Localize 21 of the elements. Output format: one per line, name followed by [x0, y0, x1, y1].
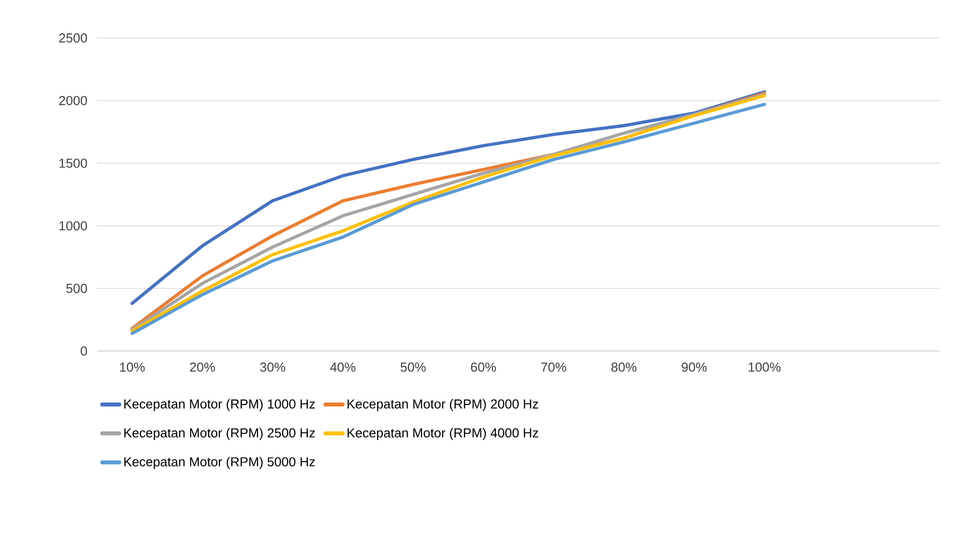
- y-tick-label: 1500: [60, 158, 87, 168]
- y-tick-label: 2000: [59, 96, 87, 106]
- x-tick-label: 90%: [682, 362, 707, 372]
- legend-label: Kecepatan Motor (RPM) 5000 Hz: [124, 456, 315, 469]
- legend-label: Kecepatan Motor (RPM) 4000 Hz: [348, 428, 538, 440]
- x-tick-label: 30%: [260, 362, 286, 372]
- x-tick-label: 10%: [120, 362, 145, 372]
- legend-label: Kecepatan Motor (RPM) 2500 Hz: [124, 428, 315, 440]
- x-tick-label: 50%: [400, 362, 426, 372]
- legend-label: Kecepatan Motor (RPM) 1000 Hz: [124, 399, 315, 412]
- y-tick-label: 2500: [59, 33, 87, 43]
- x-tick-label: 100%: [748, 362, 781, 372]
- legend-label: Kecepatan Motor (RPM) 2000 Hz: [348, 399, 538, 412]
- x-tick-label: 70%: [541, 362, 566, 372]
- x-tick-label: 40%: [330, 362, 356, 372]
- x-tick-label: 20%: [190, 362, 215, 372]
- x-tick-label: 60%: [471, 362, 496, 372]
- y-tick-label: 1000: [60, 221, 87, 230]
- x-tick-label: 80%: [611, 362, 636, 372]
- y-tick-label: 500: [66, 284, 87, 293]
- y-tick-label: 0: [80, 346, 87, 356]
